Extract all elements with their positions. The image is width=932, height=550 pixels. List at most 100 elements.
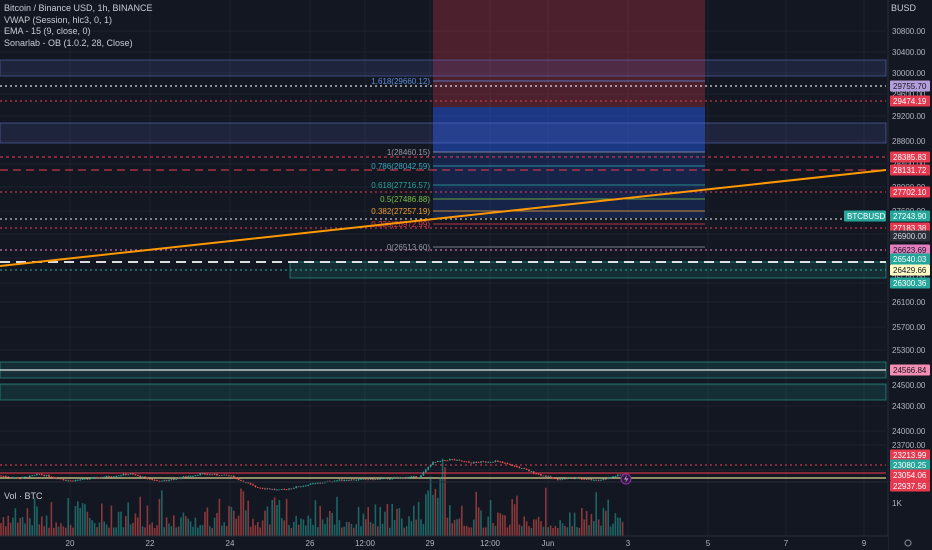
volume-bar-94 bbox=[225, 526, 228, 536]
time-tick-7: Jun bbox=[542, 539, 555, 548]
volume-legend[interactable]: Vol · BTC bbox=[4, 491, 43, 501]
volume-bar-204 bbox=[489, 500, 492, 536]
candle-body-14 bbox=[33, 475, 36, 476]
volume-bar-209 bbox=[501, 514, 504, 536]
candle-body-210 bbox=[504, 462, 506, 464]
price-label-13: 24566.84 bbox=[893, 366, 927, 375]
volume-bar-35 bbox=[84, 504, 86, 536]
volume-bar-79 bbox=[189, 521, 192, 536]
candle-body-88 bbox=[211, 474, 213, 476]
candle-body-254 bbox=[609, 477, 612, 479]
volume-bar-181 bbox=[434, 489, 437, 536]
candle-body-206 bbox=[494, 460, 497, 462]
indicator-vwap[interactable]: VWAP (Session, hlc3, 0, 1) bbox=[4, 14, 113, 25]
volume-bar-193 bbox=[463, 525, 465, 536]
candle-body-174 bbox=[417, 477, 420, 479]
volume-bar-238 bbox=[571, 526, 573, 536]
volume-bar-78 bbox=[187, 518, 189, 536]
candle-body-39 bbox=[93, 477, 96, 479]
order-block-3 bbox=[0, 383, 887, 401]
fib-label-5: 0.382(27257.19) bbox=[371, 207, 430, 216]
volume-bar-65 bbox=[156, 525, 158, 536]
volume-bar-56 bbox=[134, 513, 137, 536]
indicator-ema[interactable]: EMA - 15 (9, close, 0) bbox=[4, 26, 91, 36]
candle-body-37 bbox=[89, 478, 91, 480]
volume-bar-102 bbox=[245, 510, 247, 536]
volume-bar-137 bbox=[329, 511, 331, 536]
volume-bar-91 bbox=[218, 498, 221, 536]
candle-body-162 bbox=[389, 479, 391, 480]
volume-bar-73 bbox=[175, 527, 177, 536]
volume-bar-85 bbox=[204, 511, 206, 536]
volume-bar-104 bbox=[249, 526, 252, 536]
candle-body-118 bbox=[283, 489, 285, 490]
volume-bar-235 bbox=[564, 526, 566, 536]
volume-bar-159 bbox=[381, 523, 384, 536]
currency-label[interactable]: BUSD bbox=[890, 3, 916, 13]
candle-body-60 bbox=[144, 476, 146, 478]
volume-bar-62 bbox=[149, 524, 151, 536]
volume-bar-178 bbox=[427, 490, 429, 536]
price-label-bg-11 bbox=[890, 264, 930, 276]
candle-body-154 bbox=[369, 478, 372, 480]
volume-bar-6 bbox=[14, 508, 17, 536]
volume-bar-107 bbox=[257, 521, 259, 536]
candle-body-170 bbox=[408, 476, 410, 478]
price-label-15: 23080.25 bbox=[893, 461, 927, 470]
volume-bar-172 bbox=[413, 505, 415, 536]
candle-body-196 bbox=[470, 462, 473, 464]
time-tick-2: 24 bbox=[226, 539, 235, 548]
candle-body-121 bbox=[290, 488, 293, 490]
candle-body-77 bbox=[185, 476, 187, 478]
volume-bar-248 bbox=[595, 492, 597, 536]
price-label-bg-5 bbox=[844, 210, 886, 222]
candle-body-169 bbox=[405, 477, 408, 479]
price-label-7: 27183.38 bbox=[893, 224, 927, 233]
volume-bar-86 bbox=[206, 507, 209, 536]
volume-bar-12 bbox=[29, 518, 31, 536]
volume-bar-249 bbox=[597, 519, 600, 536]
candle-body-163 bbox=[391, 477, 393, 480]
volume-bar-171 bbox=[410, 521, 413, 536]
candle-body-21 bbox=[50, 476, 53, 478]
price-label-4: 27702.10 bbox=[893, 188, 927, 197]
candle-body-67 bbox=[161, 480, 163, 483]
symbol-title[interactable]: Bitcoin / Binance USD, 1h, BINANCE bbox=[4, 3, 153, 13]
volume-bar-185 bbox=[444, 467, 446, 536]
volume-bar-118 bbox=[283, 520, 285, 536]
volume-bar-189 bbox=[453, 519, 456, 536]
volume-bar-31 bbox=[74, 505, 77, 536]
candle-body-197 bbox=[473, 461, 475, 464]
price-label-6: 27243.90 bbox=[893, 212, 927, 221]
candle-body-146 bbox=[350, 479, 353, 481]
volume-bar-51 bbox=[122, 527, 125, 536]
volume-bar-67 bbox=[161, 490, 163, 536]
volume-bar-82 bbox=[197, 527, 199, 536]
volume-bar-240 bbox=[576, 527, 578, 536]
candle-body-248 bbox=[595, 479, 597, 481]
candle-body-43 bbox=[103, 477, 105, 478]
price-tick-17: 24300.00 bbox=[892, 402, 926, 411]
candle-body-178 bbox=[427, 467, 429, 470]
volume-bar-155 bbox=[372, 523, 374, 536]
candle-body-215 bbox=[516, 465, 518, 467]
candle-body-185 bbox=[444, 460, 446, 461]
indicator-sonarlab[interactable]: Sonarlab - OB (1.0.2, 28, Close) bbox=[4, 37, 133, 48]
volume-bar-3 bbox=[7, 515, 9, 536]
lightning-icon[interactable] bbox=[620, 473, 632, 485]
candle-body-57 bbox=[137, 475, 139, 477]
candle-body-84 bbox=[201, 473, 204, 475]
settings-icon[interactable] bbox=[904, 539, 912, 547]
fibonacci-retracement[interactable]: 1.618(29660.12) 1(28460.15) 0.786(28042.59… bbox=[371, 77, 705, 252]
candle-body-102 bbox=[245, 482, 247, 484]
volume-bar-246 bbox=[590, 514, 593, 536]
volume-bar-156 bbox=[374, 504, 377, 536]
candle-body-249 bbox=[597, 479, 600, 481]
candle-body-46 bbox=[110, 476, 113, 478]
volume-bar-54 bbox=[129, 524, 132, 536]
candle-body-258 bbox=[619, 474, 621, 476]
volume-bar-184 bbox=[441, 458, 444, 536]
volume-bar-109 bbox=[261, 520, 264, 536]
